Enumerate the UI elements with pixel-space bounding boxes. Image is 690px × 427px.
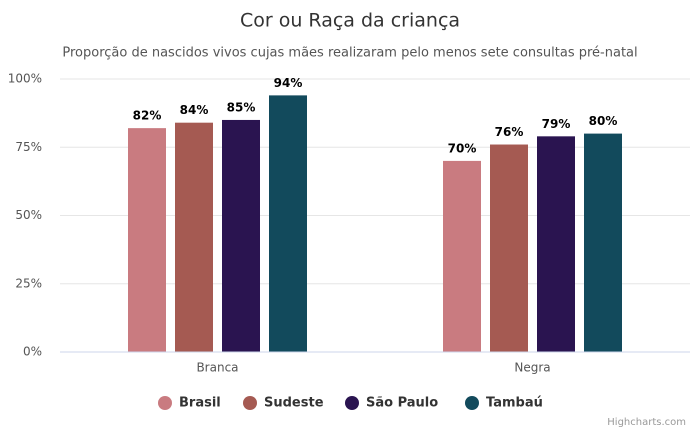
bar [490, 144, 528, 352]
data-label: 76% [495, 125, 524, 139]
data-label: 70% [448, 141, 477, 155]
legend-marker [465, 396, 479, 410]
data-label: 85% [227, 100, 256, 114]
bar [443, 160, 481, 352]
legend-marker [243, 396, 257, 410]
data-label: 94% [274, 76, 303, 90]
y-tick-label: 50% [15, 208, 42, 222]
bar [128, 128, 166, 352]
legend-label: Brasil [179, 396, 221, 411]
x-tick-label: Negra [514, 361, 550, 375]
x-tick-label: Branca [196, 361, 238, 375]
legend-label: São Paulo [366, 396, 438, 411]
bar [269, 95, 307, 352]
data-label: 84% [180, 103, 209, 117]
legend-label: Sudeste [264, 396, 324, 411]
chart-title: Cor ou Raça da criança [240, 10, 460, 32]
bar [222, 119, 260, 352]
legend-label: Tambaú [486, 396, 543, 411]
y-tick-label: 0% [23, 345, 42, 359]
bar [584, 133, 622, 352]
bar [537, 136, 575, 352]
data-label: 79% [542, 117, 571, 131]
y-tick-label: 100% [8, 72, 42, 86]
bar [175, 122, 213, 353]
chart-subtitle: Proporção de nascidos vivos cujas mães r… [62, 46, 637, 61]
legend-marker [345, 396, 359, 410]
data-label: 82% [133, 109, 162, 123]
credits: Highcharts.com [607, 417, 686, 427]
legend-marker [158, 396, 172, 410]
data-label: 80% [589, 114, 618, 128]
y-tick-label: 25% [15, 276, 42, 290]
y-tick-label: 75% [15, 140, 42, 154]
